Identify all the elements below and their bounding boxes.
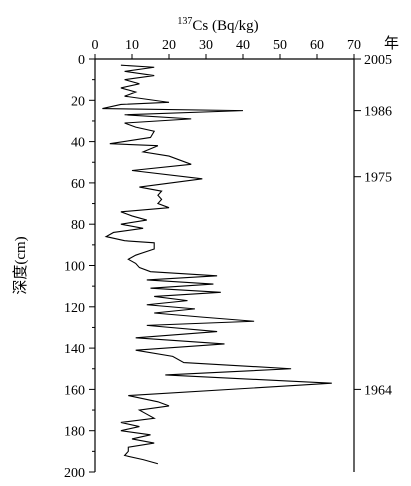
- y-tick-label: 140: [64, 342, 85, 357]
- y-tick-label: 160: [64, 383, 85, 398]
- y-tick-label: 180: [64, 425, 85, 440]
- axes-layer: [89, 54, 361, 473]
- series-layer: [102, 64, 332, 465]
- y-tick-label: 0: [78, 53, 85, 68]
- x-axis-title: 137Cs (Bq/kg): [177, 16, 258, 34]
- x-tick-label: 20: [162, 38, 176, 53]
- x-tick-label: 0: [92, 38, 99, 53]
- x-tick-label: 40: [236, 38, 250, 53]
- y-tick-label: 60: [71, 177, 85, 192]
- x-axis-title-main: Cs (Bq/kg): [192, 18, 258, 34]
- x-axis-title-superscript: 137: [177, 16, 192, 27]
- y-tick-label: 200: [64, 466, 85, 481]
- x-tick-label: 50: [273, 38, 287, 53]
- x-tick-label: 10: [125, 38, 139, 53]
- y-tick-label: 80: [71, 218, 85, 233]
- right-axis-title: 年: [384, 35, 399, 52]
- year-tick-label: 1964: [364, 383, 392, 398]
- x-tick-label: 70: [347, 38, 361, 53]
- y-tick-label: 100: [64, 260, 85, 275]
- year-tick-label: 2005: [364, 53, 392, 68]
- year-tick-label: 1986: [364, 105, 392, 120]
- cs137-series-line: [102, 64, 332, 465]
- labels-layer: 137Cs (Bq/kg) 深度(cm) 年 0 10 20 30 40 50 60 70 0 2…: [12, 16, 399, 481]
- y-tick-label: 120: [64, 301, 85, 316]
- year-tick-label: 1975: [364, 171, 392, 186]
- x-tick-label: 60: [310, 38, 324, 53]
- x-tick-label: 30: [199, 38, 213, 53]
- y-axis-title: 深度(cm): [12, 236, 29, 294]
- y-tick-label: 40: [71, 136, 85, 151]
- y-tick-label: 20: [71, 94, 85, 109]
